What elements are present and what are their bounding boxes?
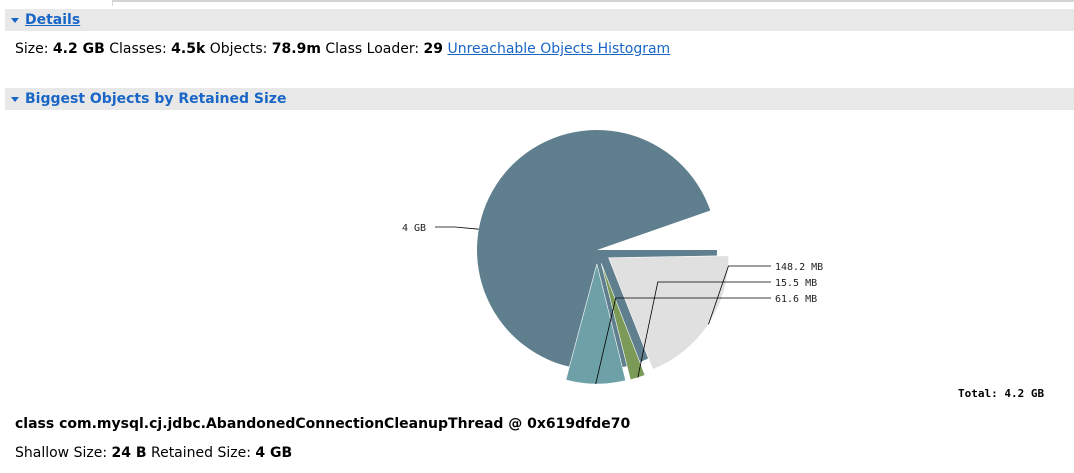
size-value: 4.2 GB xyxy=(52,41,105,57)
retained-size-label: Retained Size: xyxy=(150,445,251,461)
pie-slice-label[interactable]: 61.6 MB xyxy=(775,294,817,305)
classes-label: Classes: xyxy=(109,41,167,57)
pie-leader-line[interactable] xyxy=(637,281,771,378)
class-loader-value: 29 xyxy=(423,41,444,57)
selected-object-class: class com.mysql.cj.jdbc.AbandonedConnect… xyxy=(15,416,631,432)
shallow-size-label: Shallow Size: xyxy=(15,445,108,461)
selected-object-sizes: Shallow Size: 24 B Retained Size: 4 GB xyxy=(15,445,292,461)
pie-leader-line[interactable] xyxy=(595,297,771,385)
pie-total: Total: 4.2 GB xyxy=(958,387,1045,400)
pie-slice-label[interactable]: 4 GB xyxy=(402,223,426,234)
unreachable-histogram-link[interactable]: Unreachable Objects Histogram xyxy=(447,41,671,57)
details-section-header[interactable]: Details xyxy=(5,9,1074,31)
shallow-size-value: 24 B xyxy=(111,445,147,461)
tab-border xyxy=(112,0,1074,2)
biggest-objects-section-header[interactable]: Biggest Objects by Retained Size xyxy=(5,88,1074,110)
pie-slice-label[interactable]: 15.5 MB xyxy=(775,278,817,289)
tab-border-tick xyxy=(112,0,113,6)
objects-value: 78.9m xyxy=(271,41,321,57)
pie-slice-label[interactable]: 148.2 MB xyxy=(775,262,823,273)
collapse-triangle-icon[interactable] xyxy=(11,96,19,102)
pie-slice-1[interactable] xyxy=(600,263,646,381)
collapse-triangle-icon[interactable] xyxy=(11,17,19,23)
size-label: Size: xyxy=(15,41,49,57)
retained-size-value: 4 GB xyxy=(255,445,293,461)
objects-label: Objects: xyxy=(209,41,268,57)
details-title[interactable]: Details xyxy=(25,12,81,28)
pie-leader-line[interactable] xyxy=(435,226,479,230)
details-stats: Size: 4.2 GB Classes: 4.5k Objects: 78.9… xyxy=(15,41,670,57)
class-loader-label: Class Loader: xyxy=(325,41,420,57)
pie-leader-line[interactable] xyxy=(708,265,772,325)
biggest-objects-title[interactable]: Biggest Objects by Retained Size xyxy=(25,91,287,107)
classes-value: 4.5k xyxy=(171,41,206,57)
